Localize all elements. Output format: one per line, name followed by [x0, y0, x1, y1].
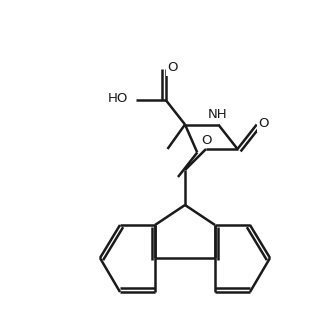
- Text: O: O: [202, 134, 212, 147]
- Text: HO: HO: [108, 92, 128, 106]
- Text: NH: NH: [208, 108, 227, 121]
- Text: O: O: [168, 61, 178, 74]
- Text: O: O: [258, 117, 269, 130]
